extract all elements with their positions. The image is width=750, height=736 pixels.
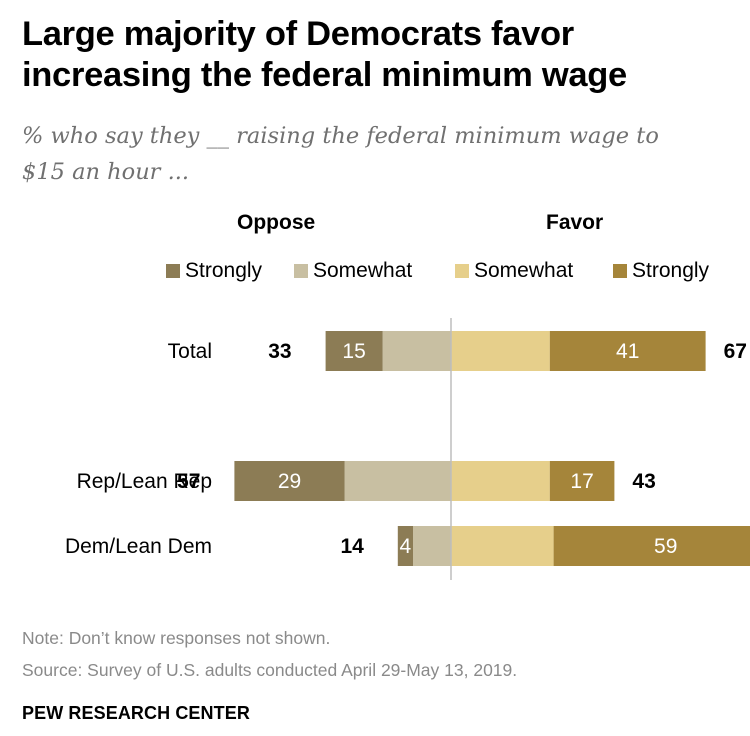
bar-oppose-somewhat-total <box>382 331 451 371</box>
legend-swatch <box>455 264 469 278</box>
legend-item-favor-strongly: Strongly <box>613 256 709 286</box>
legend-item-favor-somewhat: Somewhat <box>455 256 573 286</box>
bar-label-favor-strongly-total: 41 <box>616 340 639 363</box>
legend-swatch <box>613 264 627 278</box>
total-favor-rep-lean-rep: 43 <box>632 470 655 493</box>
bar-oppose-strongly-total <box>325 331 383 371</box>
brand-logo-text: PEW RESEARCH CENTER <box>22 703 250 723</box>
legend-label: Strongly <box>185 259 263 282</box>
chart-title: Large majority of Democrats favor increa… <box>22 14 732 96</box>
chart-subtitle-line-1: % who say they __ raising the federal mi… <box>22 123 659 149</box>
chart-subtitle-line-2: $15 an hour ... <box>22 159 190 185</box>
bar-oppose-strongly-dem-lean-dem <box>397 526 413 566</box>
category-label-total: Total <box>168 340 212 363</box>
total-oppose-dem-lean-dem: 14 <box>340 535 364 558</box>
legend-swatch <box>294 264 308 278</box>
bar-label-oppose-strongly-dem-lean-dem: 4 <box>400 535 412 558</box>
total-favor-total: 67 <box>724 340 747 363</box>
bar-favor-somewhat-rep-lean-rep <box>451 461 550 501</box>
legend-label: Somewhat <box>474 259 574 282</box>
bar-label-oppose-strongly-rep-lean-rep: 29 <box>278 470 301 493</box>
chart-note: Note: Don’t know responses not shown. <box>22 628 331 648</box>
category-label-rep-lean-rep: Rep/Lean Rep <box>77 470 212 493</box>
total-oppose-rep-lean-rep: 57 <box>177 470 200 493</box>
bar-oppose-somewhat-rep-lean-rep <box>344 461 451 501</box>
bar-favor-somewhat-dem-lean-dem <box>451 526 554 566</box>
bar-favor-strongly-rep-lean-rep <box>549 461 615 501</box>
oppose-heading: Oppose <box>237 211 316 234</box>
legend-item-oppose-strongly: Strongly <box>166 256 262 286</box>
bar-favor-strongly-dem-lean-dem <box>553 526 750 566</box>
legend-item-oppose-somewhat: Somewhat <box>294 256 412 286</box>
chart-title-line-1: Large majority of Democrats favor <box>22 15 574 53</box>
bar-favor-somewhat-total <box>451 331 550 371</box>
bar-label-favor-strongly-dem-lean-dem: 59 <box>654 535 677 558</box>
bar-oppose-somewhat-dem-lean-dem <box>413 526 451 566</box>
bar-favor-strongly-total <box>549 331 706 371</box>
legend-label: Somewhat <box>313 259 413 282</box>
chart-subtitle: % who say they __ raising the federal mi… <box>22 118 732 190</box>
chart-source: Source: Survey of U.S. adults conducted … <box>22 660 518 680</box>
total-oppose-total: 33 <box>268 340 291 363</box>
category-label-dem-lean-dem: Dem/Lean Dem <box>65 535 212 558</box>
favor-heading: Favor <box>546 211 604 234</box>
chart-title-line-2: increasing the federal minimum wage <box>22 56 627 94</box>
bar-oppose-strongly-rep-lean-rep <box>234 461 345 501</box>
legend-swatch <box>166 264 180 278</box>
bar-label-oppose-strongly-total: 15 <box>342 340 365 363</box>
legend-label: Strongly <box>632 259 710 282</box>
bar-label-favor-strongly-rep-lean-rep: 17 <box>570 470 593 493</box>
